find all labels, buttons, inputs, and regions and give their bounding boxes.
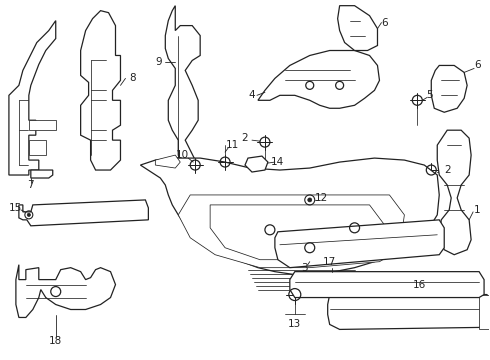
Polygon shape (155, 155, 180, 168)
Text: 2: 2 (444, 165, 450, 175)
Polygon shape (245, 156, 268, 172)
Polygon shape (479, 294, 489, 329)
Text: 10: 10 (176, 150, 189, 160)
Text: 2: 2 (242, 133, 248, 143)
Polygon shape (431, 66, 467, 112)
Text: 1: 1 (474, 205, 480, 215)
Text: 4: 4 (248, 90, 255, 100)
Polygon shape (9, 21, 56, 175)
Polygon shape (19, 200, 148, 226)
Text: 5: 5 (426, 90, 433, 100)
Polygon shape (437, 130, 471, 255)
Text: 7: 7 (27, 180, 34, 190)
Polygon shape (338, 6, 377, 50)
Text: 16: 16 (413, 280, 426, 289)
Text: 13: 13 (288, 319, 301, 329)
Circle shape (308, 198, 312, 202)
Polygon shape (29, 120, 56, 130)
Text: 8: 8 (129, 73, 136, 84)
Polygon shape (29, 140, 46, 155)
Polygon shape (290, 272, 484, 298)
Text: 6: 6 (381, 18, 388, 28)
Polygon shape (141, 158, 439, 275)
Text: 3: 3 (301, 263, 308, 273)
Text: 17: 17 (323, 257, 336, 267)
Text: 15: 15 (9, 203, 22, 213)
Text: 6: 6 (474, 60, 480, 71)
Polygon shape (31, 170, 53, 178)
Text: 12: 12 (315, 193, 328, 203)
Text: 14: 14 (271, 157, 285, 167)
Polygon shape (165, 6, 200, 175)
Text: 18: 18 (49, 336, 62, 346)
Polygon shape (258, 50, 379, 108)
Polygon shape (328, 294, 489, 329)
Circle shape (27, 213, 30, 216)
Polygon shape (81, 11, 121, 170)
Polygon shape (16, 265, 116, 318)
Text: 11: 11 (225, 140, 239, 150)
Polygon shape (178, 195, 404, 268)
Polygon shape (275, 220, 444, 268)
Text: 9: 9 (155, 58, 162, 67)
Polygon shape (210, 205, 385, 260)
